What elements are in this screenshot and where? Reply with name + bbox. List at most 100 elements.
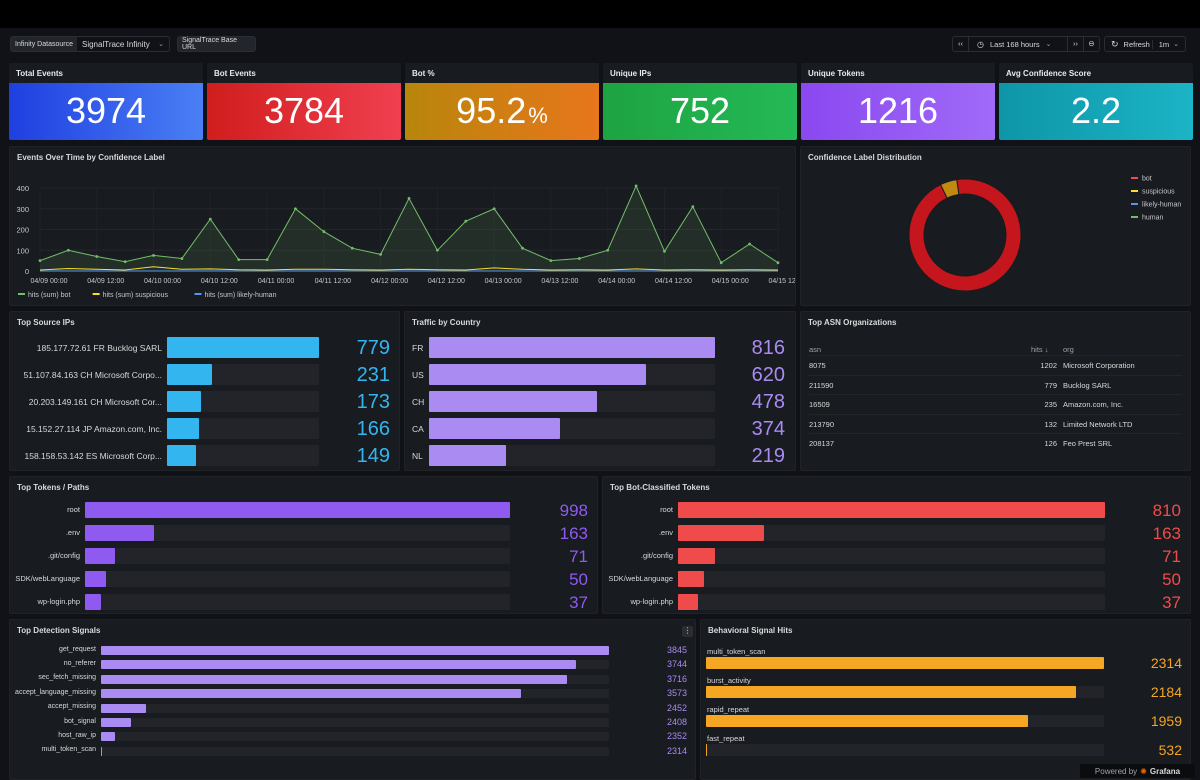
data-point[interactable]	[95, 255, 99, 258]
bar-fill[interactable]	[429, 337, 715, 358]
data-point[interactable]	[294, 207, 297, 211]
top-tokens-panel[interactable]: Top Tokens / Paths root 998 .env 163 .git/co…	[9, 476, 598, 614]
bar-fill[interactable]	[101, 646, 609, 655]
bar-fill[interactable]	[101, 703, 146, 713]
bar-fill[interactable]	[706, 686, 1076, 698]
data-point[interactable]	[208, 217, 212, 221]
data-point[interactable]	[322, 230, 326, 233]
base-url-variable[interactable]: SignalTrace Base URL	[177, 36, 256, 52]
bar-fill[interactable]	[678, 502, 1105, 518]
bar-fill[interactable]	[678, 548, 716, 564]
bar-fill[interactable]	[167, 391, 201, 412]
data-point[interactable]	[152, 254, 155, 257]
top-bot-tokens-panel[interactable]: Top Bot-Classified Tokens root 810 .env 163…	[602, 476, 1191, 614]
traffic-by-country-panel[interactable]: Traffic by Country FR 816 US 620 CH 478 CA 374 N…	[404, 311, 796, 471]
bar-fill[interactable]	[167, 418, 200, 439]
bar-fill[interactable]	[429, 418, 561, 439]
bar-fill[interactable]	[167, 445, 197, 466]
confidence-distribution-panel[interactable]: Confidence Label Distribution bot suspici…	[800, 146, 1191, 306]
donut-slice-bot[interactable]	[908, 178, 1022, 292]
data-point[interactable]	[237, 258, 241, 261]
events-line-chart[interactable]: 400 300 200 100 004/09 00:00 04/09 12:00 04/10…	[10, 147, 796, 306]
data-point[interactable]	[606, 248, 610, 252]
behavioral-signal-hits-panel[interactable]: Behavioral Signal Hits multi_token_scan 2…	[700, 619, 1191, 780]
time-range-label[interactable]: Last 168 hours	[989, 39, 1040, 49]
data-point[interactable]	[123, 260, 127, 264]
legend-label[interactable]: suspicious	[1142, 189, 1175, 196]
bar-fill[interactable]	[85, 594, 101, 610]
legend-label[interactable]: hits (sum) bot	[28, 292, 70, 299]
org-column-header[interactable]: org	[1063, 345, 1074, 354]
legend-label[interactable]: human	[1142, 215, 1164, 222]
hits-column-header[interactable]: hits ↓	[1031, 345, 1049, 354]
bar-fill[interactable]	[101, 746, 102, 756]
bar-fill[interactable]	[706, 715, 1028, 727]
data-point[interactable]	[66, 248, 70, 252]
data-point[interactable]	[435, 248, 439, 252]
bar-fill[interactable]	[101, 718, 132, 727]
bar-fill[interactable]	[706, 657, 1104, 669]
data-point[interactable]	[521, 246, 524, 250]
datasource-variable[interactable]: Infinity Datasource SignalTrace Infinity…	[10, 36, 170, 52]
top-detection-signals-panel[interactable]: Top Detection Signals ⋮ get_request 3845 n…	[9, 619, 696, 780]
bar-fill[interactable]	[85, 525, 155, 541]
datasource-value[interactable]: SignalTrace Infinity	[81, 39, 150, 49]
data-point[interactable]	[265, 258, 269, 261]
table-row[interactable]: 208137 126 Feo Prest SRL	[809, 433, 1182, 452]
legend-label[interactable]: likely-human	[1142, 202, 1181, 209]
stat-panel[interactable]: Bot % 95.2%	[405, 63, 599, 140]
data-point[interactable]	[719, 261, 723, 265]
bar-fill[interactable]	[85, 502, 510, 518]
bar-fill[interactable]	[429, 445, 506, 466]
donut-slice-suspicious[interactable]	[939, 179, 960, 199]
data-point[interactable]	[407, 196, 411, 200]
legend-label[interactable]: hits (sum) suspicious	[103, 292, 169, 299]
data-point[interactable]	[748, 242, 752, 246]
bar-fill[interactable]	[101, 689, 521, 699]
data-point[interactable]	[464, 219, 468, 223]
bar-fill[interactable]	[429, 364, 647, 385]
refresh-picker[interactable]: ↻ Refresh 1m ⌄	[1104, 36, 1186, 52]
data-point[interactable]	[492, 207, 496, 211]
bar-fill[interactable]	[85, 548, 116, 564]
table-row[interactable]: 8075 1202 Microsoft Corporation	[809, 355, 1182, 374]
data-point[interactable]	[691, 205, 695, 209]
bar-fill[interactable]	[678, 571, 705, 587]
data-point[interactable]	[663, 249, 666, 253]
bar-fill[interactable]	[101, 674, 568, 684]
legend-label[interactable]: hits (sum) likely-human	[205, 292, 277, 299]
bar-fill[interactable]	[167, 337, 319, 358]
data-point[interactable]	[180, 257, 184, 260]
data-point[interactable]	[38, 259, 42, 263]
refresh-icon[interactable]: ↻	[1111, 38, 1119, 49]
table-row[interactable]: 213790 132 Limited Network LTD	[809, 413, 1182, 433]
bar-fill[interactable]	[706, 744, 707, 756]
events-over-time-panel[interactable]: Events Over Time by Confidence Label 400…	[9, 146, 796, 306]
bar-fill[interactable]	[85, 571, 107, 587]
zoom-out-icon[interactable]: ⊖	[1083, 37, 1099, 51]
stat-panel[interactable]: Bot Events 3784	[207, 63, 401, 140]
top-source-ips-panel[interactable]: Top Source IPs 185.177.72.61 FR Bucklog …	[9, 311, 400, 471]
confidence-donut-chart[interactable]: bot suspicious likely-human human	[801, 147, 1191, 306]
time-back-icon[interactable]: ‹‹	[953, 37, 969, 51]
top-asn-panel[interactable]: Top ASN Organizations asn hits ↓ org 807…	[800, 311, 1191, 471]
table-row[interactable]: 211590 779 Bucklog SARL	[809, 374, 1182, 394]
stat-panel[interactable]: Unique Tokens 1216	[801, 63, 995, 140]
data-point[interactable]	[577, 257, 581, 260]
bar-fill[interactable]	[101, 660, 576, 670]
data-point[interactable]	[549, 259, 553, 263]
bar-fill[interactable]	[678, 594, 698, 610]
data-point[interactable]	[776, 261, 780, 265]
panel-menu-icon[interactable]: ⋮	[682, 626, 693, 637]
bar-fill[interactable]	[429, 391, 597, 412]
table-row[interactable]: 16509 235 Amazon.com, Inc.	[809, 394, 1182, 413]
refresh-interval[interactable]: 1m	[1151, 39, 1169, 49]
stat-panel[interactable]: Unique IPs 752	[603, 63, 797, 140]
data-point[interactable]	[379, 253, 383, 256]
refresh-label[interactable]: Refresh	[1123, 39, 1150, 49]
stat-panel[interactable]: Avg Confidence Score 2.2	[999, 63, 1193, 140]
time-forward-icon[interactable]: ››	[1067, 37, 1083, 51]
bar-fill[interactable]	[167, 364, 213, 385]
data-point[interactable]	[350, 246, 354, 250]
data-point[interactable]	[634, 184, 638, 188]
